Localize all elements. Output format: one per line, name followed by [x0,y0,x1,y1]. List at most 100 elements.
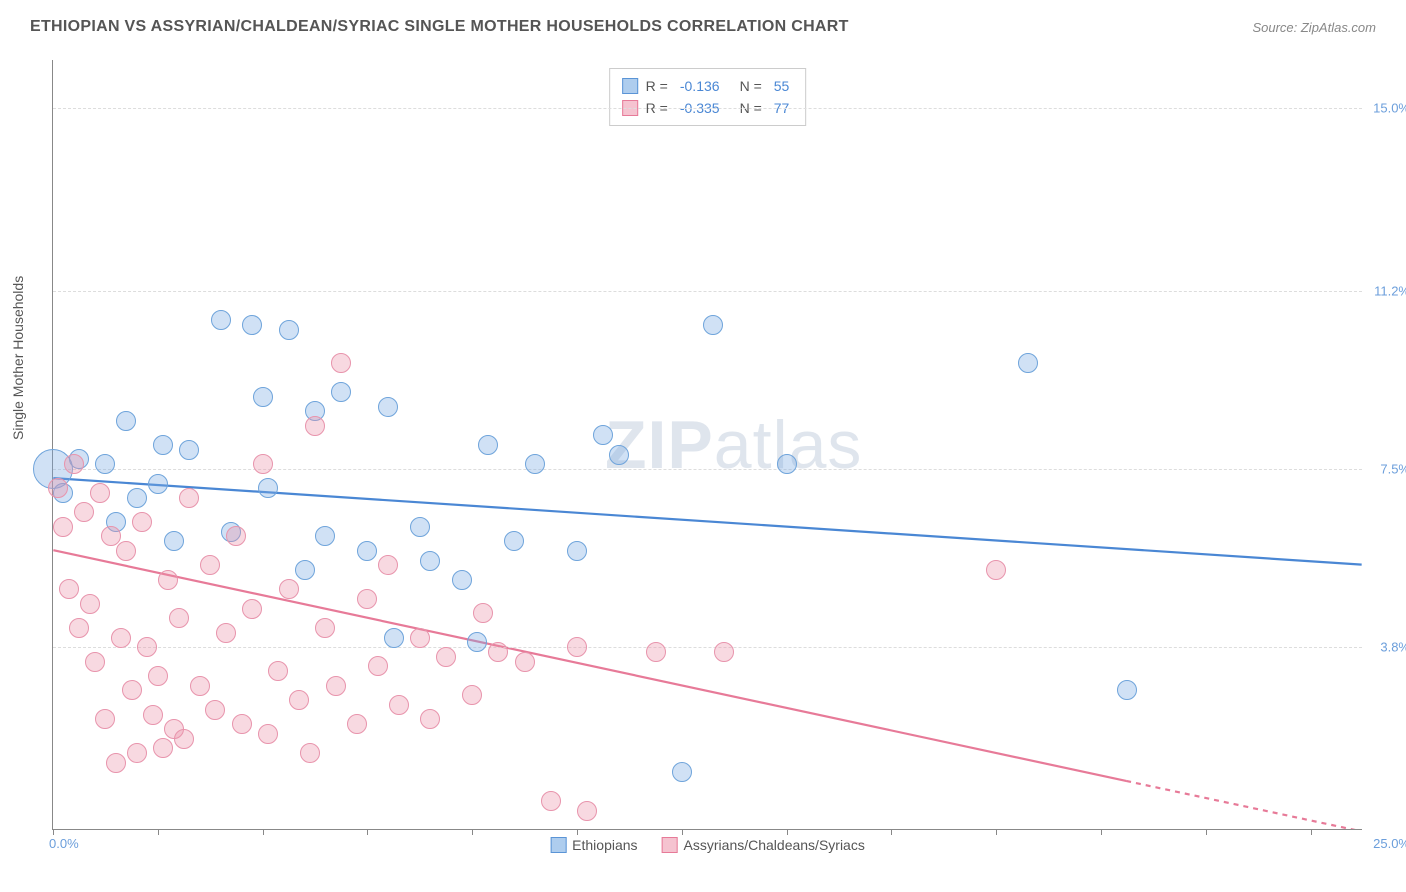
x-tick [682,829,683,835]
data-point [80,594,100,614]
chart-title: ETHIOPIAN VS ASSYRIAN/CHALDEAN/SYRIAC SI… [30,18,849,36]
data-point [347,714,367,734]
series-legend-label: Assyrians/Chaldeans/Syriacs [684,837,865,853]
series-legend: Ethiopians Assyrians/Chaldeans/Syriacs [550,837,865,853]
legend-swatch [662,837,678,853]
y-axis-label: Single Mother Households [10,276,26,440]
data-point [205,700,225,720]
data-point [242,599,262,619]
data-point [368,656,388,676]
data-point [90,483,110,503]
data-point [179,488,199,508]
x-tick [53,829,54,835]
data-point [127,488,147,508]
x-tick [263,829,264,835]
data-point [331,353,351,373]
data-point [462,685,482,705]
data-point [410,628,430,648]
data-point [95,709,115,729]
data-point [300,743,320,763]
data-point [378,397,398,417]
x-tick [1206,829,1207,835]
gridline [53,469,1362,470]
data-point [268,661,288,681]
data-point [541,791,561,811]
data-point [116,541,136,561]
data-point [315,526,335,546]
x-tick [1101,829,1102,835]
data-point [315,618,335,638]
data-point [253,454,273,474]
data-point [672,762,692,782]
data-point [85,652,105,672]
data-point [148,666,168,686]
x-axis-start-label: 0.0% [49,836,79,851]
gridline [53,647,1362,648]
data-point [258,478,278,498]
data-point [305,416,325,436]
data-point [101,526,121,546]
data-point [95,454,115,474]
r-label: R = [646,78,668,94]
data-point [64,454,84,474]
data-point [127,743,147,763]
series-legend-label: Ethiopians [572,837,637,853]
data-point [258,724,278,744]
data-point [106,753,126,773]
data-point [242,315,262,335]
data-point [153,435,173,455]
data-point [1117,680,1137,700]
series-legend-item: Ethiopians [550,837,637,853]
data-point [216,623,236,643]
data-point [232,714,252,734]
legend-swatch [622,78,638,94]
data-point [420,709,440,729]
data-point [331,382,351,402]
data-point [132,512,152,532]
data-point [174,729,194,749]
stats-legend-row: R =-0.136N =55 [622,75,794,97]
source-name: ZipAtlas.com [1301,20,1376,35]
data-point [577,801,597,821]
data-point [384,628,404,648]
data-point [515,652,535,672]
data-point [777,454,797,474]
data-point [420,551,440,571]
data-point [289,690,309,710]
watermark: ZIPatlas [605,406,862,484]
series-legend-item: Assyrians/Chaldeans/Syriacs [662,837,865,853]
data-point [488,642,508,662]
data-point [279,579,299,599]
data-point [504,531,524,551]
data-point [389,695,409,715]
chart-source: Source: ZipAtlas.com [1252,20,1376,35]
data-point [169,608,189,628]
data-point [69,618,89,638]
data-point [253,387,273,407]
data-point [143,705,163,725]
data-point [137,637,157,657]
data-point [122,680,142,700]
data-point [153,738,173,758]
data-point [74,502,94,522]
r-value: -0.136 [680,78,720,94]
x-tick [787,829,788,835]
data-point [609,445,629,465]
y-tick-label: 15.0% [1373,101,1406,116]
y-tick-label: 3.8% [1380,640,1406,655]
x-tick [158,829,159,835]
data-point [211,310,231,330]
x-axis-end-label: 25.0% [1373,836,1406,851]
data-point [714,642,734,662]
x-tick [891,829,892,835]
n-value: 55 [774,78,790,94]
x-tick [996,829,997,835]
x-tick [577,829,578,835]
data-point [179,440,199,460]
data-point [1018,353,1038,373]
data-point [378,555,398,575]
data-point [703,315,723,335]
data-point [53,517,73,537]
data-point [567,637,587,657]
data-point [473,603,493,623]
